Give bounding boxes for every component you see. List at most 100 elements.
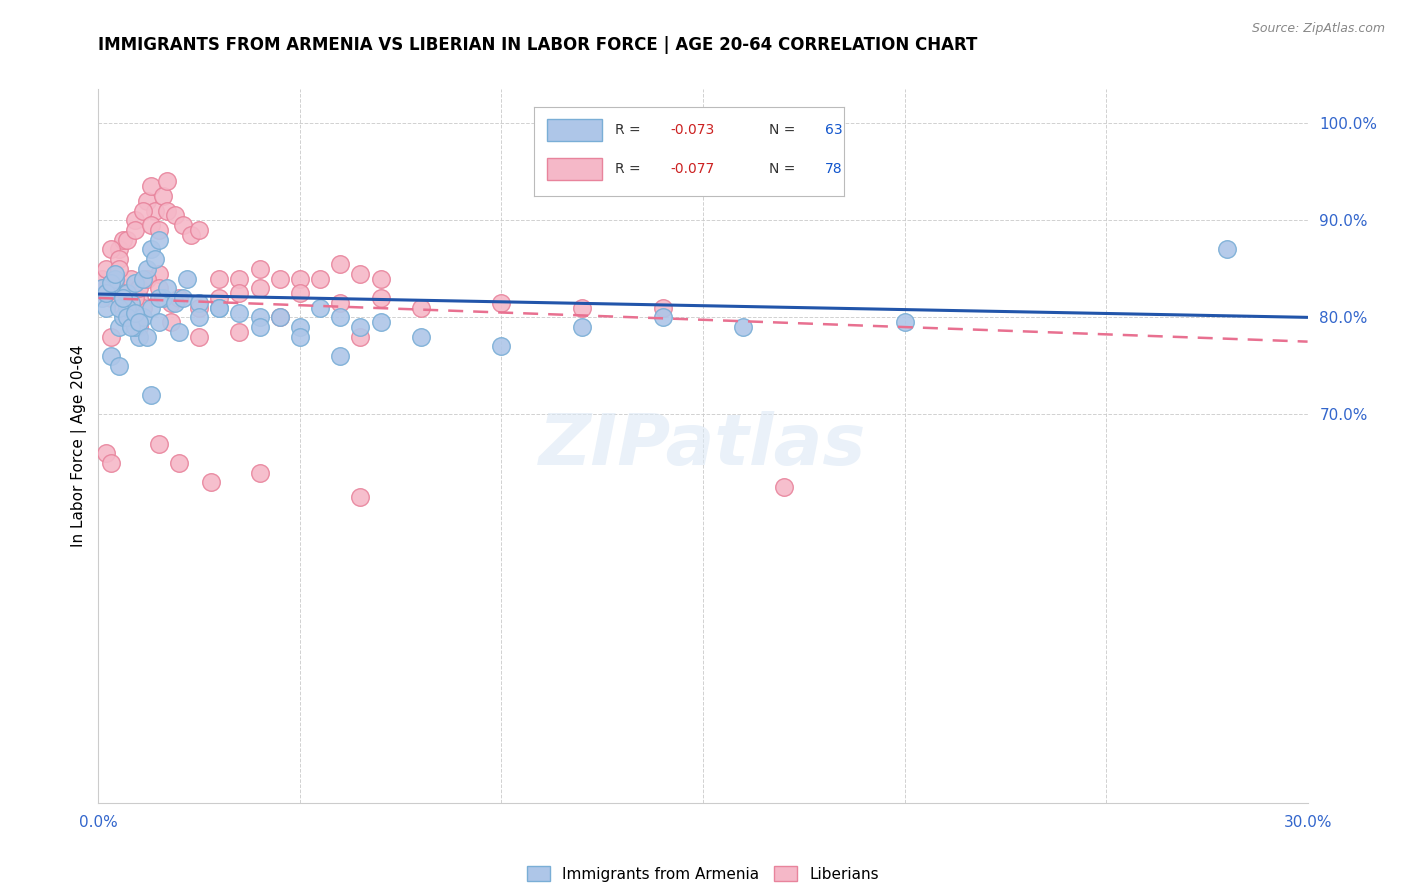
Point bbox=[91, 291, 114, 305]
Point bbox=[309, 301, 332, 315]
Point bbox=[167, 291, 190, 305]
Point bbox=[176, 271, 198, 285]
Point bbox=[269, 310, 291, 325]
Point bbox=[100, 277, 122, 291]
Point bbox=[329, 257, 352, 271]
Point bbox=[100, 456, 122, 470]
Text: Source: ZipAtlas.com: Source: ZipAtlas.com bbox=[1251, 22, 1385, 36]
Point bbox=[111, 301, 134, 315]
Point bbox=[288, 320, 311, 334]
Point bbox=[148, 291, 170, 305]
Point bbox=[349, 330, 371, 344]
Text: 63: 63 bbox=[825, 123, 842, 136]
Point bbox=[288, 286, 311, 301]
Point bbox=[135, 330, 157, 344]
Point bbox=[163, 208, 186, 222]
Point bbox=[772, 480, 794, 494]
Point bbox=[349, 267, 371, 281]
Text: -0.077: -0.077 bbox=[671, 162, 714, 176]
Point bbox=[167, 325, 190, 339]
Point bbox=[893, 315, 915, 329]
Point bbox=[249, 466, 271, 480]
Point bbox=[100, 277, 122, 291]
Point bbox=[103, 271, 125, 285]
Point bbox=[160, 295, 183, 310]
Point bbox=[167, 456, 190, 470]
Point bbox=[139, 179, 162, 194]
Point bbox=[96, 286, 118, 301]
Point bbox=[148, 436, 170, 450]
Point bbox=[188, 295, 211, 310]
Point bbox=[329, 310, 352, 325]
Point bbox=[132, 203, 155, 218]
Point bbox=[96, 446, 118, 460]
Point bbox=[128, 281, 150, 295]
Text: N =: N = bbox=[769, 162, 800, 176]
Point bbox=[172, 291, 194, 305]
Point bbox=[148, 315, 170, 329]
Point bbox=[115, 286, 138, 301]
Point bbox=[370, 271, 392, 285]
Point bbox=[269, 271, 291, 285]
Point bbox=[409, 301, 432, 315]
Point bbox=[349, 320, 371, 334]
Point bbox=[103, 271, 125, 285]
Point bbox=[651, 310, 673, 325]
Text: N =: N = bbox=[769, 123, 800, 136]
Point bbox=[128, 330, 150, 344]
Text: ZIPatlas: ZIPatlas bbox=[540, 411, 866, 481]
Point bbox=[139, 388, 162, 402]
Point bbox=[188, 310, 211, 325]
Point bbox=[132, 271, 155, 285]
Point bbox=[100, 349, 122, 363]
Point bbox=[107, 243, 129, 257]
Point bbox=[132, 301, 155, 315]
Point bbox=[208, 301, 231, 315]
Point bbox=[100, 243, 122, 257]
Point bbox=[139, 218, 162, 232]
Point bbox=[107, 261, 129, 276]
Point bbox=[148, 223, 170, 237]
Point bbox=[100, 281, 122, 295]
Point bbox=[115, 281, 138, 295]
Point bbox=[96, 286, 118, 301]
Point bbox=[115, 301, 138, 315]
Point bbox=[124, 213, 146, 227]
Point bbox=[100, 291, 122, 305]
Point bbox=[91, 281, 114, 295]
Point bbox=[288, 330, 311, 344]
Point bbox=[128, 320, 150, 334]
Point bbox=[152, 291, 174, 305]
Point bbox=[249, 261, 271, 276]
Point bbox=[135, 261, 157, 276]
Text: IMMIGRANTS FROM ARMENIA VS LIBERIAN IN LABOR FORCE | AGE 20-64 CORRELATION CHART: IMMIGRANTS FROM ARMENIA VS LIBERIAN IN L… bbox=[98, 36, 977, 54]
Point bbox=[148, 233, 170, 247]
Point bbox=[160, 315, 183, 329]
Point bbox=[103, 267, 125, 281]
Point bbox=[228, 286, 250, 301]
Point bbox=[188, 301, 211, 315]
Point bbox=[139, 243, 162, 257]
Point bbox=[115, 233, 138, 247]
Point bbox=[228, 325, 250, 339]
Point bbox=[249, 281, 271, 295]
Point bbox=[208, 271, 231, 285]
Point bbox=[96, 261, 118, 276]
Text: -0.073: -0.073 bbox=[671, 123, 714, 136]
Point bbox=[143, 203, 166, 218]
Point bbox=[491, 295, 513, 310]
Point bbox=[249, 320, 271, 334]
Point bbox=[143, 252, 166, 266]
Point bbox=[115, 291, 138, 305]
Point bbox=[1216, 243, 1239, 257]
Point bbox=[349, 490, 371, 504]
Point bbox=[111, 310, 134, 325]
Point bbox=[156, 174, 179, 188]
Point bbox=[200, 475, 222, 490]
Point bbox=[370, 291, 392, 305]
Point bbox=[107, 252, 129, 266]
Point bbox=[148, 281, 170, 295]
Point bbox=[124, 223, 146, 237]
Point bbox=[115, 310, 138, 325]
Point bbox=[111, 291, 134, 305]
